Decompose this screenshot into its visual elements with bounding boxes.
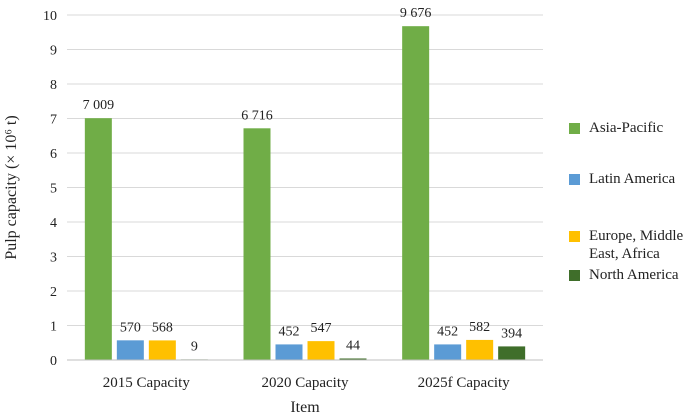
x-category-label: 2025f Capacity	[418, 375, 511, 391]
legend-item: North America	[569, 267, 679, 283]
y-axis-title: Pulp capacity (× 10⁶ t)	[3, 115, 20, 259]
y-tick-label: 4	[50, 216, 57, 231]
x-category-label: 2015 Capacity	[103, 375, 191, 391]
bar	[466, 339, 494, 360]
gridlines	[67, 14, 543, 326]
y-tick-label: 6	[50, 147, 57, 162]
legend-swatch	[569, 174, 580, 185]
bar	[148, 340, 176, 360]
bar	[243, 128, 271, 360]
bar	[275, 344, 303, 360]
x-axis-title: Item	[290, 399, 320, 416]
y-tick-label: 8	[50, 78, 57, 93]
y-tick-label: 5	[50, 182, 57, 197]
bar	[434, 344, 462, 360]
legend-item: Latin America	[569, 171, 676, 187]
legend-swatch	[569, 231, 580, 242]
x-category-label: 2020 Capacity	[261, 375, 349, 391]
data-label: 44	[346, 338, 360, 353]
y-tick-label: 3	[50, 251, 57, 266]
y-tick-label: 7	[50, 113, 57, 128]
legend-swatch	[569, 123, 580, 134]
data-label: 452	[279, 324, 300, 339]
y-tick-label: 9	[50, 44, 57, 59]
y-tick-label: 10	[43, 9, 57, 24]
legend: Asia-Pacific Latin America Europe, Middle E…	[569, 120, 683, 283]
data-label: 547	[311, 321, 332, 336]
legend-label: Asia-Pacific	[589, 120, 663, 136]
legend-swatch	[569, 270, 580, 281]
y-tick-label: 1	[50, 320, 57, 335]
y-tick-label: 2	[50, 285, 57, 300]
x-axis-categories: 2015 Capacity 2020 Capacity 2025f Capacity	[103, 375, 510, 391]
legend-item: Asia-Pacific	[569, 120, 663, 136]
legend-item: Europe, Middle East, Africa	[569, 228, 683, 262]
data-labels: 7 009 570 568 9 6 716 452 547 44 9 676 452 582 394	[83, 6, 523, 354]
bar	[116, 340, 144, 360]
data-label: 394	[501, 326, 522, 341]
data-label: 582	[469, 320, 490, 335]
legend-label: Europe, Middle East, Africa	[589, 228, 683, 262]
data-label: 6 716	[241, 108, 273, 123]
bar	[402, 26, 430, 360]
data-label: 9	[191, 339, 198, 354]
legend-label: North America	[589, 267, 679, 283]
bar	[498, 346, 526, 360]
data-label: 9 676	[400, 6, 432, 21]
y-tick-label: 0	[50, 354, 57, 369]
data-label: 568	[152, 320, 173, 335]
bar	[307, 341, 335, 360]
y-axis-ticks: 0 1 2 3 4 5 6 7 8 9 10	[43, 9, 57, 369]
data-label: 452	[437, 324, 458, 339]
data-label: 570	[120, 320, 141, 335]
bars	[84, 26, 526, 360]
data-label: 7 009	[83, 98, 115, 113]
bar	[84, 118, 112, 360]
legend-label: Latin America	[589, 171, 676, 187]
bar	[339, 358, 367, 360]
